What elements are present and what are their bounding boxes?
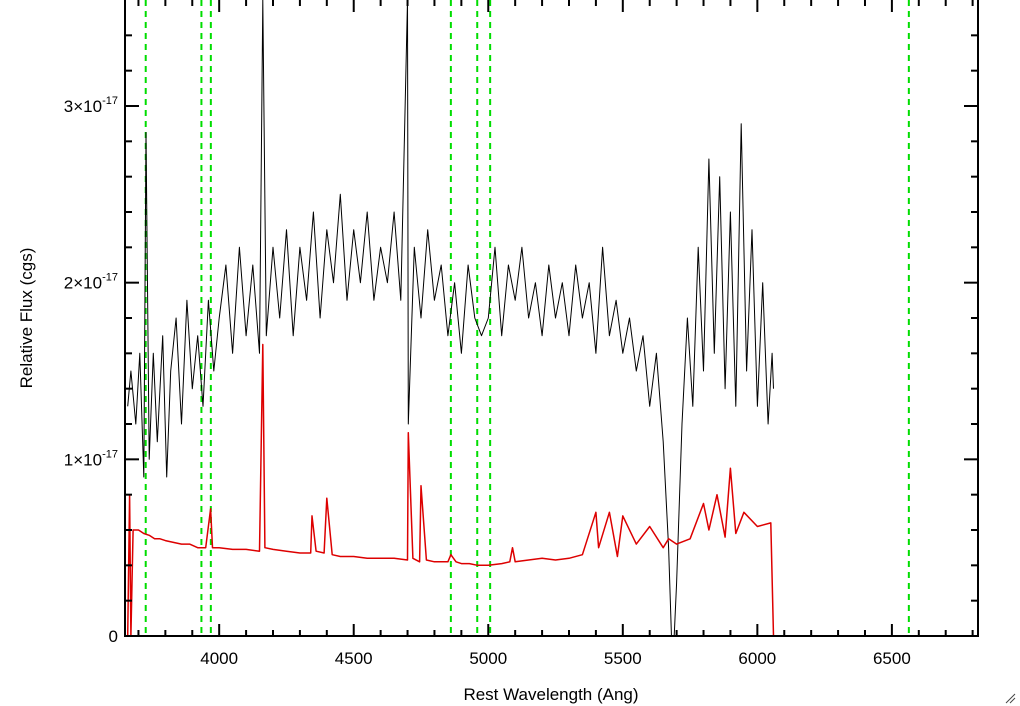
x-tick-label: 5500	[604, 649, 642, 668]
x-axis-label: Rest Wavelength (Ang)	[463, 685, 638, 704]
x-tick-label: 5000	[469, 649, 507, 668]
y-axis: 0 1×10-17 2×10-17 3×10-17	[64, 34, 978, 646]
y-axis-label: Relative Flux (cgs)	[17, 248, 36, 389]
y-tick-label: 1×10-17	[64, 448, 118, 469]
resize-grip-icon[interactable]	[1004, 692, 1016, 704]
flux-series-line	[127, 0, 774, 636]
y-tick-label: 3×10-17	[64, 95, 118, 116]
x-axis: 4000 4500 5000 5500 6000 6500	[137, 0, 974, 668]
x-tick-label: 4000	[200, 649, 238, 668]
reference-lines	[144, 0, 910, 636]
x-tick-label: 6000	[738, 649, 776, 668]
x-tick-label: 4500	[335, 649, 373, 668]
x-tick-label: 6500	[873, 649, 911, 668]
model-series-line	[126, 343, 973, 636]
series-layer	[126, 0, 973, 636]
y-tick-label: 0	[109, 627, 118, 646]
plot-frame	[124, 0, 979, 637]
y-tick-label: 2×10-17	[64, 272, 118, 293]
